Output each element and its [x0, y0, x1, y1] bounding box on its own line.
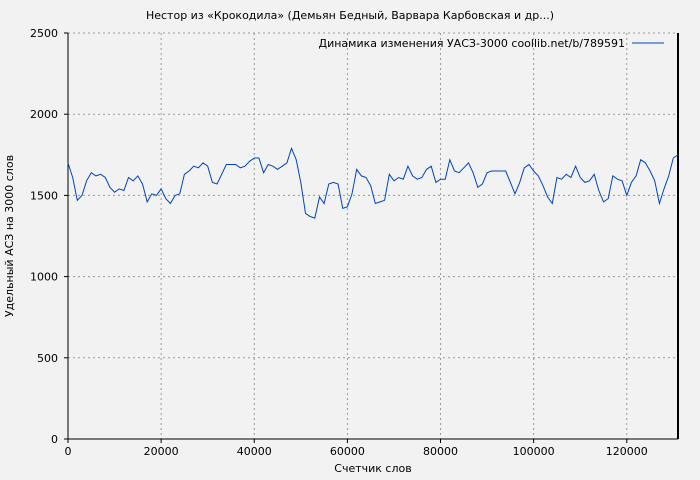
x-tick-label: 80000	[423, 445, 458, 458]
x-tick-label: 60000	[330, 445, 365, 458]
y-tick-label: 0	[51, 433, 58, 446]
y-axis-label: Удельный АСЗ на 3000 слов	[3, 155, 16, 317]
x-axis-label: Счетчик слов	[334, 462, 411, 475]
y-tick-label: 2000	[30, 108, 58, 121]
legend: Динамика изменения УАСЗ-3000 coollib.net…	[319, 37, 664, 50]
plot-area	[68, 33, 678, 439]
x-tick-label: 40000	[237, 445, 272, 458]
legend-label: Динамика изменения УАСЗ-3000 coollib.net…	[319, 37, 626, 50]
series-line	[67, 146, 679, 219]
chart-title: Нестор из «Крокодила» (Демьян Бедный, Ва…	[146, 9, 554, 22]
x-tick-label: 100000	[513, 445, 555, 458]
y-tick-label: 1500	[30, 189, 58, 202]
y-tick-label: 1000	[30, 271, 58, 284]
x-tick-label: 0	[65, 445, 72, 458]
y-tick-label: 500	[37, 352, 58, 365]
x-tick-label: 20000	[144, 445, 179, 458]
y-tick-label: 2500	[30, 27, 58, 40]
ticks: 0 20000 40000 60000 80000 100000 120000 0 500 100…	[30, 27, 648, 458]
series-lines	[67, 146, 679, 219]
x-tick-label: 120000	[606, 445, 648, 458]
